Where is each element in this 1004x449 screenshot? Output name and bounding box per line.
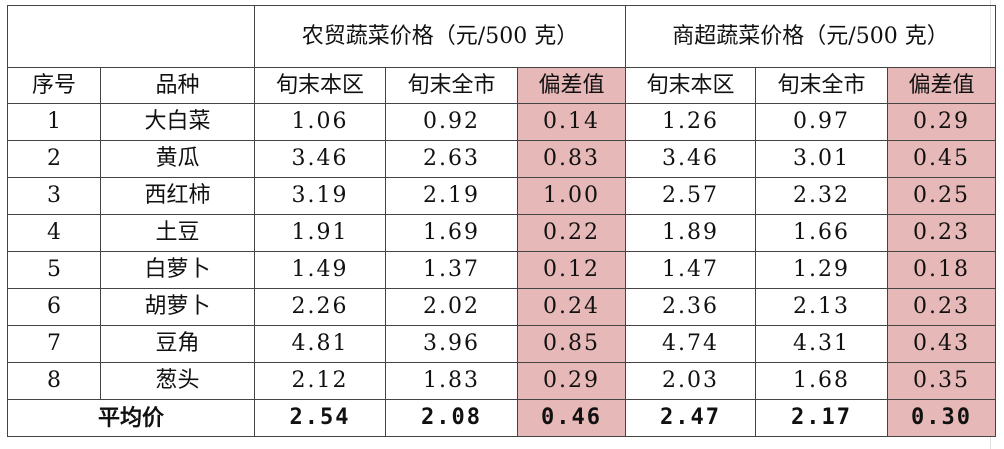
cell-market-district[interactable]: 2.12 [254,362,386,400]
cell-market-deviation[interactable]: 1.00 [517,177,626,215]
cell-super-deviation[interactable]: 0.25 [887,177,996,215]
average-market-district[interactable]: 2.54 [254,399,386,437]
group-header-row: 农贸蔬菜价格（元/500 克） 商超蔬菜价格（元/500 克） [7,5,996,68]
cell-variety[interactable]: 豆角 [100,325,255,363]
table-row: 4 土豆 1.91 1.69 0.22 1.89 1.66 0.23 [7,214,996,252]
cell-market-district[interactable]: 2.26 [254,288,386,326]
cell-variety[interactable]: 葱头 [100,362,255,400]
cell-super-deviation[interactable]: 0.29 [887,103,996,141]
cell-variety[interactable]: 土豆 [100,214,255,252]
table-row: 6 胡萝卜 2.26 2.02 0.24 2.36 2.13 0.23 [7,288,996,326]
cell-super-city[interactable]: 2.13 [755,288,888,326]
cell-market-district[interactable]: 1.06 [254,103,386,141]
average-row: 平均价 2.54 2.08 0.46 2.47 2.17 0.30 [7,399,996,437]
cell-variety[interactable]: 黄瓜 [100,140,255,178]
cell-super-district[interactable]: 2.57 [625,177,756,215]
cell-market-city[interactable]: 0.92 [385,103,518,141]
cell-index[interactable]: 5 [7,251,101,289]
cell-super-city[interactable]: 1.29 [755,251,888,289]
cell-super-city[interactable]: 3.01 [755,140,888,178]
average-super-city[interactable]: 2.17 [755,399,888,437]
cell-market-deviation[interactable]: 0.83 [517,140,626,178]
farmers-market-group-header[interactable]: 农贸蔬菜价格（元/500 克） [254,5,626,68]
table-row: 2 黄瓜 3.46 2.63 0.83 3.46 3.01 0.45 [7,140,996,178]
cell-super-deviation[interactable]: 0.35 [887,362,996,400]
cell-index[interactable]: 1 [7,103,101,141]
average-label[interactable]: 平均价 [7,399,255,437]
cell-super-deviation[interactable]: 0.43 [887,325,996,363]
cell-market-city[interactable]: 1.37 [385,251,518,289]
cell-market-district[interactable]: 4.81 [254,325,386,363]
cell-variety[interactable]: 西红柿 [100,177,255,215]
empty-corner-cell[interactable] [7,5,255,68]
cell-market-city[interactable]: 3.96 [385,325,518,363]
cell-market-deviation[interactable]: 0.24 [517,288,626,326]
cell-market-city[interactable]: 2.63 [385,140,518,178]
column-header-super-deviation[interactable]: 偏差值 [887,67,996,104]
cell-index[interactable]: 2 [7,140,101,178]
cell-market-district[interactable]: 1.91 [254,214,386,252]
cell-index[interactable]: 4 [7,214,101,252]
cell-super-city[interactable]: 1.68 [755,362,888,400]
cell-market-city[interactable]: 1.83 [385,362,518,400]
column-header-market-deviation[interactable]: 偏差值 [517,67,626,104]
cell-super-district[interactable]: 3.46 [625,140,756,178]
supermarket-group-header[interactable]: 商超蔬菜价格（元/500 克） [625,5,996,68]
cell-super-district[interactable]: 1.26 [625,103,756,141]
cell-market-city[interactable]: 2.02 [385,288,518,326]
table-row: 5 白萝卜 1.49 1.37 0.12 1.47 1.29 0.18 [7,251,996,289]
cell-index[interactable]: 8 [7,362,101,400]
cell-variety[interactable]: 胡萝卜 [100,288,255,326]
cell-super-deviation[interactable]: 0.23 [887,214,996,252]
column-header-super-city[interactable]: 旬末全市 [755,67,888,104]
cell-market-deviation[interactable]: 0.14 [517,103,626,141]
cell-super-city[interactable]: 2.32 [755,177,888,215]
column-header-variety[interactable]: 品种 [100,67,255,104]
cell-super-city[interactable]: 1.66 [755,214,888,252]
vegetable-price-table: 农贸蔬菜价格（元/500 克） 商超蔬菜价格（元/500 克） 序号 品种 旬末… [7,5,996,437]
cell-market-deviation[interactable]: 0.12 [517,251,626,289]
column-header-super-district[interactable]: 旬末本区 [625,67,756,104]
cell-market-district[interactable]: 3.19 [254,177,386,215]
cell-super-district[interactable]: 4.74 [625,325,756,363]
cell-super-district[interactable]: 2.36 [625,288,756,326]
column-header-row: 序号 品种 旬末本区 旬末全市 偏差值 旬末本区 旬末全市 偏差值 [7,67,996,104]
cell-index[interactable]: 7 [7,325,101,363]
cell-market-deviation[interactable]: 0.85 [517,325,626,363]
column-header-market-district[interactable]: 旬末本区 [254,67,386,104]
cell-index[interactable]: 3 [7,177,101,215]
cell-variety[interactable]: 大白菜 [100,103,255,141]
cell-market-district[interactable]: 3.46 [254,140,386,178]
table-row: 7 豆角 4.81 3.96 0.85 4.74 4.31 0.43 [7,325,996,363]
average-super-district[interactable]: 2.47 [625,399,756,437]
cell-super-district[interactable]: 1.89 [625,214,756,252]
cell-super-city[interactable]: 0.97 [755,103,888,141]
average-market-deviation[interactable]: 0.46 [517,399,626,437]
table-row: 3 西红柿 3.19 2.19 1.00 2.57 2.32 0.25 [7,177,996,215]
table-row: 8 葱头 2.12 1.83 0.29 2.03 1.68 0.35 [7,362,996,400]
average-market-city[interactable]: 2.08 [385,399,518,437]
cell-market-deviation[interactable]: 0.29 [517,362,626,400]
column-header-index[interactable]: 序号 [7,67,101,104]
cell-market-district[interactable]: 1.49 [254,251,386,289]
cell-super-district[interactable]: 1.47 [625,251,756,289]
cell-variety[interactable]: 白萝卜 [100,251,255,289]
cell-super-deviation[interactable]: 0.23 [887,288,996,326]
cell-super-city[interactable]: 4.31 [755,325,888,363]
cell-super-deviation[interactable]: 0.18 [887,251,996,289]
cell-index[interactable]: 6 [7,288,101,326]
cell-super-deviation[interactable]: 0.45 [887,140,996,178]
cell-super-district[interactable]: 2.03 [625,362,756,400]
cell-market-city[interactable]: 2.19 [385,177,518,215]
cell-market-city[interactable]: 1.69 [385,214,518,252]
table-row: 1 大白菜 1.06 0.92 0.14 1.26 0.97 0.29 [7,103,996,141]
cell-market-deviation[interactable]: 0.22 [517,214,626,252]
average-super-deviation[interactable]: 0.30 [887,399,996,437]
column-header-market-city[interactable]: 旬末全市 [385,67,518,104]
